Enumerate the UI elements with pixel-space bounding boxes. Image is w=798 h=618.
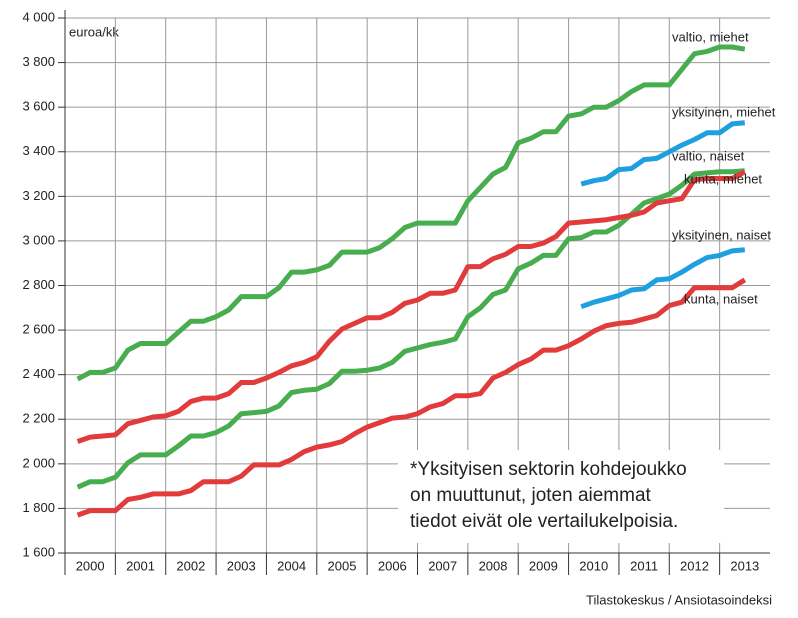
x-tick-label: 2010 bbox=[579, 558, 608, 573]
y-tick-label: 3 200 bbox=[22, 188, 55, 203]
series-label: valtio, miehet bbox=[672, 29, 749, 44]
y-tick-label: 1 600 bbox=[22, 544, 55, 559]
y-tick-label: 3 800 bbox=[22, 54, 55, 69]
x-tick-label: 2005 bbox=[328, 558, 357, 573]
x-tick-label: 2013 bbox=[730, 558, 759, 573]
series-line bbox=[580, 120, 746, 187]
series-label: yksityinen, naiset bbox=[672, 227, 771, 242]
y-tick-label: 3 400 bbox=[22, 143, 55, 158]
series-label: valtio, naiset bbox=[672, 148, 745, 163]
annotation: *Yksityisen sektorin kohdejoukko bbox=[410, 459, 687, 480]
y-tick-label: 2 000 bbox=[22, 455, 55, 470]
y-tick-label: 3 000 bbox=[22, 232, 55, 247]
x-tick-label: 2004 bbox=[277, 558, 306, 573]
series-label: yksityinen, miehet bbox=[672, 104, 776, 119]
y-tick-label: 2 400 bbox=[22, 366, 55, 381]
y-tick-label: 1 800 bbox=[22, 500, 55, 515]
annotation-box bbox=[398, 450, 724, 543]
series-line bbox=[580, 247, 746, 310]
x-tick-label: 2011 bbox=[630, 558, 658, 573]
series-line bbox=[76, 169, 746, 444]
annotation: on muuttunut, joten aiemmat bbox=[410, 485, 652, 506]
y-tick-label: 2 800 bbox=[22, 277, 55, 292]
y-tick-label: 2 200 bbox=[22, 411, 55, 426]
x-tick-label: 2012 bbox=[680, 558, 709, 573]
x-tick-label: 2006 bbox=[378, 558, 407, 573]
annotation: tiedot eivät ole vertailukelpoisia. bbox=[410, 511, 678, 532]
series-line bbox=[76, 44, 746, 382]
x-tick-label: 2008 bbox=[479, 558, 508, 573]
x-tick-label: 2007 bbox=[428, 558, 457, 573]
x-tick-label: 2009 bbox=[529, 558, 558, 573]
source: Tilastokeskus / Ansiotasoindeksi bbox=[586, 592, 772, 607]
x-tick-label: 2001 bbox=[126, 558, 155, 573]
series-line bbox=[76, 168, 746, 490]
y-tick-label: 3 600 bbox=[22, 99, 55, 114]
y-axis-label: euroa/kk bbox=[69, 24, 119, 39]
x-tick-label: 2002 bbox=[176, 558, 205, 573]
series-line bbox=[76, 277, 747, 518]
x-tick-label: 2000 bbox=[76, 558, 105, 573]
series-label: kunta, naiset bbox=[684, 291, 758, 306]
y-tick-label: 4 000 bbox=[22, 9, 55, 24]
series-label: kunta, miehet bbox=[684, 171, 762, 186]
x-tick-label: 2003 bbox=[227, 558, 256, 573]
y-tick-label: 2 600 bbox=[22, 322, 55, 337]
